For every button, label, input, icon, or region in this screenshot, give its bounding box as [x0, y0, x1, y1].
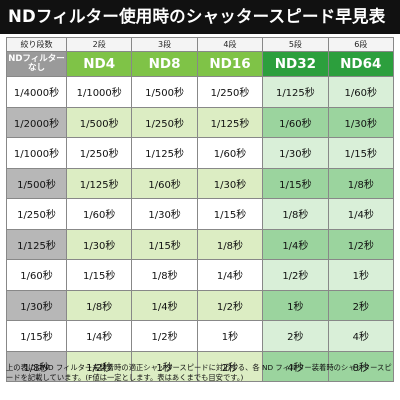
speed-cell: 1/4秒: [65, 320, 133, 352]
table-row: 1/500秒 1/125秒 1/60秒 1/30秒 1/15秒 1/8秒: [6, 167, 395, 199]
shutter-speed-table: 絞り段数 2段 3段 4段 5段 6段 NDフィルター なし ND4 ND8 N…: [6, 37, 395, 382]
speed-cell: 1/4秒: [131, 289, 198, 321]
page-title: NDフィルター使用時のシャッタースピード早見表: [0, 0, 400, 34]
speed-cell: 1/500秒: [65, 106, 133, 138]
filter-header-nd16: ND16: [196, 51, 264, 77]
speed-cell: 1/125秒: [65, 167, 133, 199]
speed-cell: 1/1000秒: [65, 76, 133, 108]
speed-cell: 1/60秒: [327, 76, 395, 108]
table-row: 1/2000秒 1/500秒 1/250秒 1/125秒 1/60秒 1/30秒: [6, 106, 395, 138]
speed-cell: 1/8秒: [327, 167, 395, 199]
speed-cell: 1/250秒: [65, 137, 133, 169]
speed-cell: 1/15秒: [262, 167, 329, 199]
speed-cell: 1/125秒: [131, 137, 198, 169]
table-row: 1/125秒 1/30秒 1/15秒 1/8秒 1/4秒 1/2秒: [6, 228, 395, 260]
speed-cell: 4秒: [327, 320, 395, 352]
table-row: 1/250秒 1/60秒 1/30秒 1/15秒 1/8秒 1/4秒: [6, 198, 395, 230]
base-speed-cell: 1/125秒: [6, 228, 67, 260]
speed-cell: 1/2秒: [131, 320, 198, 352]
speed-cell: 1/125秒: [262, 76, 329, 108]
speed-cell: 1/8秒: [131, 259, 198, 291]
speed-cell: 1/2秒: [196, 289, 264, 321]
table-row: 1/60秒 1/15秒 1/8秒 1/4秒 1/2秒 1秒: [6, 259, 395, 291]
table-row: 1/30秒 1/8秒 1/4秒 1/2秒 1秒 2秒: [6, 289, 395, 321]
table-row: 1/1000秒 1/250秒 1/125秒 1/60秒 1/30秒 1/15秒: [6, 137, 395, 169]
table-row: 1/8秒 1/2秒 1秒 2秒 4秒 8秒: [6, 350, 395, 382]
speed-cell: 1/30秒: [65, 228, 133, 260]
base-speed-cell: 1/250秒: [6, 198, 67, 230]
speed-cell: 1/2秒: [262, 259, 329, 291]
speed-cell: 1/60秒: [262, 106, 329, 138]
speed-cell: 1/250秒: [196, 76, 264, 108]
filter-header-row: NDフィルター なし ND4 ND8 ND16 ND32 ND64: [6, 51, 395, 77]
base-speed-cell: 1/60秒: [6, 259, 67, 291]
base-speed-cell: 1/500秒: [6, 167, 67, 199]
speed-cell: 1/30秒: [327, 106, 395, 138]
speed-cell: 2秒: [262, 320, 329, 352]
speed-cell: 8秒: [327, 350, 395, 382]
speed-cell: 1/500秒: [131, 76, 198, 108]
speed-cell: 1秒: [262, 289, 329, 321]
filter-header-nd32: ND32: [262, 51, 329, 77]
filter-header-nd4: ND4: [65, 51, 133, 77]
speed-cell: 1/30秒: [262, 137, 329, 169]
speed-cell: 2秒: [196, 350, 264, 382]
filter-header-nd8: ND8: [131, 51, 198, 77]
filter-header-nd64: ND64: [327, 51, 395, 77]
speed-cell: 1/15秒: [196, 198, 264, 230]
speed-cell: 1秒: [131, 350, 198, 382]
speed-cell: 1/8秒: [65, 289, 133, 321]
speed-cell: 1/30秒: [131, 198, 198, 230]
speed-cell: 4秒: [262, 350, 329, 382]
speed-cell: 1/60秒: [131, 167, 198, 199]
speed-cell: 1/8秒: [262, 198, 329, 230]
no-filter-header: NDフィルター なし: [6, 51, 67, 77]
speed-cell: 1/15秒: [65, 259, 133, 291]
steps-header-cell: 3段: [131, 37, 198, 52]
base-speed-cell: 1/2000秒: [6, 106, 67, 138]
speed-cell: 1/4秒: [262, 228, 329, 260]
speed-cell: 1/60秒: [65, 198, 133, 230]
steps-header-cell: 2段: [65, 37, 133, 52]
steps-header-cell: 5段: [262, 37, 329, 52]
steps-header-cell: 絞り段数: [6, 37, 67, 52]
speed-cell: 1/15秒: [327, 137, 395, 169]
speed-cell: 1秒: [196, 320, 264, 352]
speed-cell: 1/4秒: [327, 198, 395, 230]
speed-cell: 2秒: [327, 289, 395, 321]
footnote: 上の表にはND フィルター未装着時の適正シャッタースピードに対応する、各 ND …: [6, 363, 392, 382]
base-speed-cell: 1/1000秒: [6, 137, 67, 169]
base-speed-cell: 1/15秒: [6, 320, 67, 352]
speed-cell: 1/30秒: [196, 167, 264, 199]
steps-header-row: 絞り段数 2段 3段 4段 5段 6段: [6, 37, 395, 52]
table-row: 1/4000秒 1/1000秒 1/500秒 1/250秒 1/125秒 1/60秒: [6, 76, 395, 108]
speed-cell: 1/15秒: [131, 228, 198, 260]
speed-cell: 1秒: [327, 259, 395, 291]
base-speed-cell: 1/8秒: [6, 350, 67, 382]
table-row: 1/15秒 1/4秒 1/2秒 1秒 2秒 4秒: [6, 320, 395, 352]
speed-cell: 1/250秒: [131, 106, 198, 138]
steps-header-cell: 4段: [196, 37, 264, 52]
base-speed-cell: 1/30秒: [6, 289, 67, 321]
speed-cell: 1/2秒: [327, 228, 395, 260]
speed-cell: 1/60秒: [196, 137, 264, 169]
steps-header-cell: 6段: [327, 37, 395, 52]
speed-cell: 1/4秒: [196, 259, 264, 291]
base-speed-cell: 1/4000秒: [6, 76, 67, 108]
speed-cell: 1/125秒: [196, 106, 264, 138]
speed-cell: 1/8秒: [196, 228, 264, 260]
